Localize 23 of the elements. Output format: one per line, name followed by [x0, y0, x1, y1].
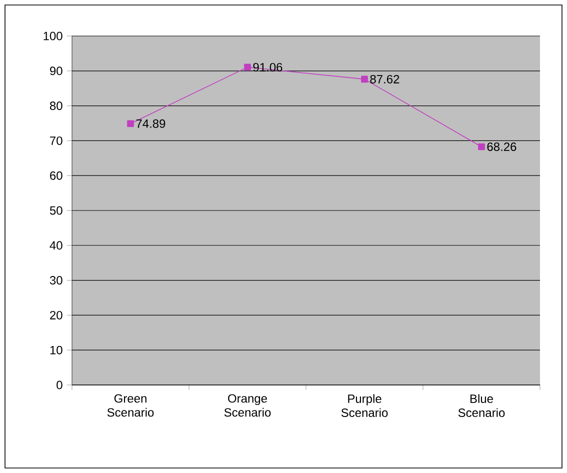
y-tick-label: 90 [50, 66, 62, 76]
y-tick-label: 80 [50, 102, 62, 110]
y-tick-label: 40 [50, 241, 62, 250]
x-tick-label: Green Scenario [107, 394, 154, 417]
y-tick-label: 70 [50, 136, 62, 145]
x-tick-label: Orange Scenario [224, 394, 271, 417]
point [478, 143, 485, 150]
y-tick-label: 10 [50, 346, 62, 354]
point [361, 76, 368, 83]
y-tick-label: 100 [44, 32, 62, 40]
point [127, 120, 134, 128]
data-label: 87.62 [370, 74, 400, 84]
point [244, 64, 251, 71]
data-label: 68.26 [487, 142, 516, 152]
x-tick-label: Blue Scenario [458, 394, 505, 417]
data-label: 91.06 [253, 62, 282, 72]
y-tick-label: 0 [56, 380, 62, 390]
y-tick-label: 50 [50, 206, 62, 215]
data-label: 74.89 [136, 119, 166, 128]
y-tick-label: 30 [50, 276, 62, 285]
y-tick-label: 20 [50, 310, 62, 320]
y-tick-label: 60 [50, 171, 62, 180]
x-tick-label: Purple Scenario [341, 394, 388, 417]
